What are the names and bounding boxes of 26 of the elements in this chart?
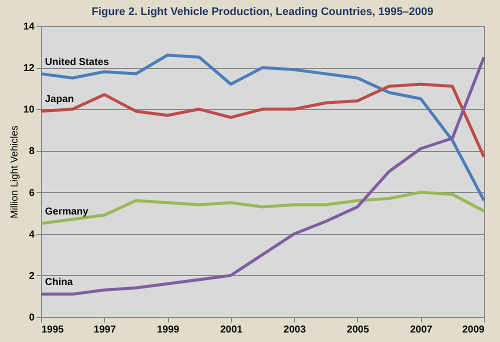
series-label: Japan	[45, 94, 74, 106]
line-series	[40, 82, 486, 158]
y-tick-label: 12	[23, 63, 35, 74]
y-tick-label: 14	[23, 22, 35, 32]
y-tick-label: 10	[23, 104, 35, 116]
y-tick-label: 2	[28, 270, 35, 282]
x-tick-label: 1995	[42, 324, 64, 336]
line-series	[40, 54, 486, 202]
x-tick-label: 2003	[284, 324, 306, 336]
chart-title: Figure 2. Light Vehicle Production, Leading Countries, 1995–2009	[92, 6, 434, 18]
y-tick-label: 4	[28, 229, 35, 240]
x-tick-label: 2001	[220, 324, 243, 336]
series-label: Germany	[45, 206, 89, 218]
x-tick-label: 2009	[462, 324, 485, 336]
y-tick-label: 6	[28, 188, 35, 199]
series-label: China	[45, 277, 74, 288]
x-tick-label: 1999	[156, 324, 180, 336]
y-tick-label: 0	[28, 312, 35, 324]
y-axis-title: Million Light Vehicles	[9, 126, 20, 218]
line-series	[40, 56, 486, 296]
x-tick-label: 2007	[410, 324, 433, 336]
x-tick-label: 1997	[94, 324, 116, 336]
x-tick-label: 2005	[346, 324, 370, 336]
y-tick-label: 8	[28, 146, 35, 158]
line-series	[40, 190, 486, 225]
series-label: United States	[45, 56, 110, 68]
